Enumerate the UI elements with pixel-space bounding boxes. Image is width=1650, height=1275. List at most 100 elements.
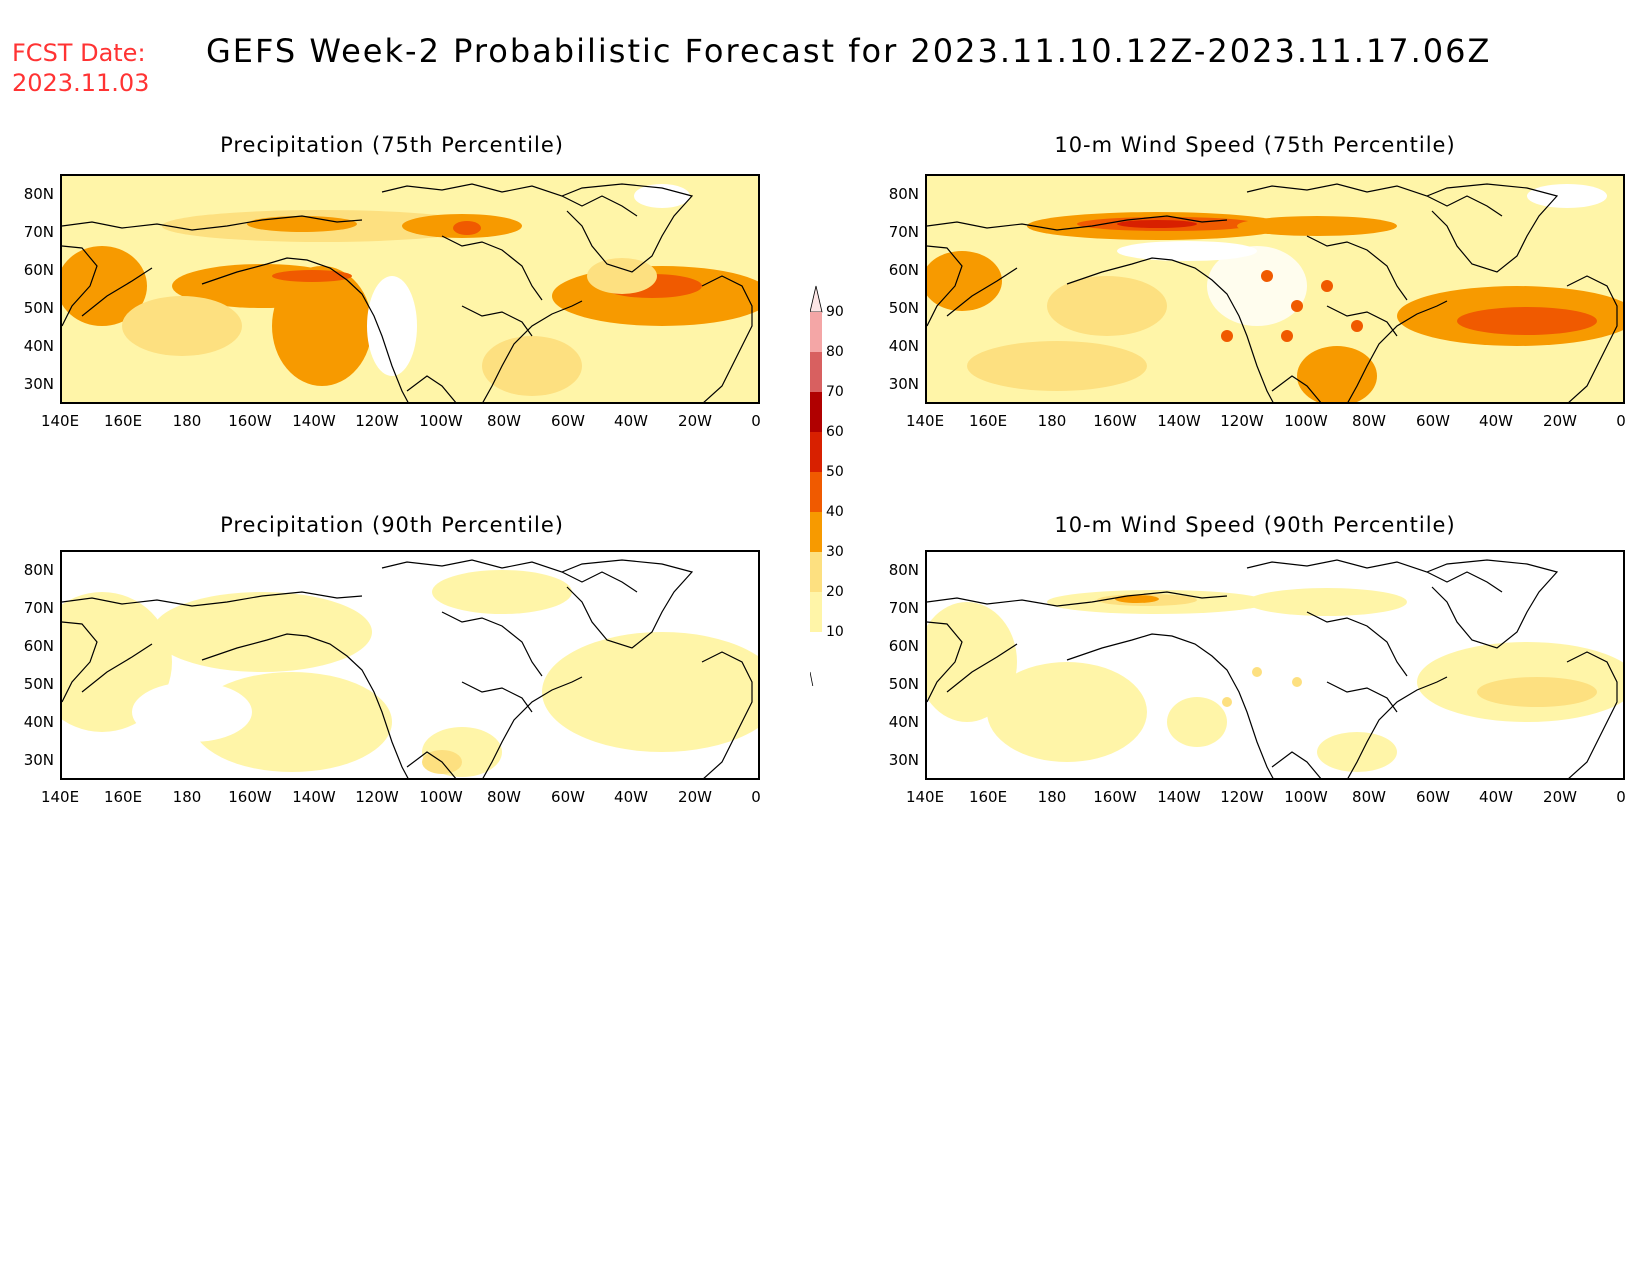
lon-label: 100W (419, 412, 463, 430)
colorbar-legend: 90 80 70 60 50 40 30 20 10 (810, 276, 870, 686)
lon-label: 160E (968, 412, 1008, 430)
lat-label: 80N (23, 561, 54, 579)
lat-label: 50N (888, 675, 919, 693)
lat-label: 50N (23, 299, 54, 317)
panel-title-precip-90: Precipitation (90th Percentile) (220, 513, 564, 537)
colorbar-label: 10 (826, 624, 844, 640)
lon-label: 80W (1352, 788, 1386, 806)
lon-label: 100W (419, 788, 463, 806)
colorbar-swatch (810, 552, 822, 592)
lon-label: 140E (905, 788, 945, 806)
colorbar-swatch (810, 312, 822, 352)
lon-label: 40W (614, 788, 648, 806)
lon-label: 20W (1543, 788, 1577, 806)
lon-label: 0 (751, 412, 761, 430)
lon-label: 40W (1479, 412, 1513, 430)
lon-label: 80W (487, 788, 521, 806)
lon-label: 80W (1352, 412, 1386, 430)
panel-title-precip-75: Precipitation (75th Percentile) (220, 133, 564, 157)
colorbar-swatch (810, 592, 822, 632)
colorbar-label: 90 (826, 304, 844, 320)
lon-label: 160W (228, 412, 272, 430)
lat-label: 30N (888, 751, 919, 769)
lon-label: 160E (103, 412, 143, 430)
lat-label: 70N (23, 599, 54, 617)
lon-label: 40W (614, 412, 648, 430)
forecast-date-label: FCST Date: (12, 39, 146, 67)
page-title: GEFS Week-2 Probabilistic Forecast for 2… (206, 32, 1492, 70)
colorbar-label: 60 (826, 424, 844, 440)
panel-title-wind-90: 10-m Wind Speed (90th Percentile) (1054, 513, 1456, 537)
lon-label: 140W (1157, 788, 1201, 806)
lon-label: 60W (551, 412, 585, 430)
colorbar-label: 20 (826, 584, 844, 600)
lon-label: 140E (40, 788, 80, 806)
colorbar-swatch (810, 432, 822, 472)
colorbar-swatch (810, 472, 822, 512)
lon-label: 20W (1543, 412, 1577, 430)
lon-label: 180 (1037, 412, 1067, 430)
lat-label: 70N (23, 223, 54, 241)
lon-label: 180 (1037, 788, 1067, 806)
lon-label: 120W (1220, 788, 1264, 806)
lon-label: 120W (355, 788, 399, 806)
lat-label: 40N (888, 337, 919, 355)
lon-label: 160W (1093, 788, 1137, 806)
lon-label: 140E (905, 412, 945, 430)
lon-label: 80W (487, 412, 521, 430)
lon-label: 0 (1616, 412, 1626, 430)
lon-label: 120W (1220, 412, 1264, 430)
lat-label: 60N (888, 261, 919, 279)
lon-label: 140W (292, 788, 336, 806)
lon-label: 120W (355, 412, 399, 430)
colorbar-swatch (810, 392, 822, 432)
colorbar-label: 70 (826, 384, 844, 400)
lat-label: 50N (23, 675, 54, 693)
colorbar-swatch (810, 632, 822, 672)
map-wind-75 (925, 174, 1625, 404)
lat-label: 40N (888, 713, 919, 731)
lon-label: 160E (103, 788, 143, 806)
lon-label: 100W (1284, 788, 1328, 806)
map-wind-90 (925, 550, 1625, 780)
lat-label: 80N (23, 185, 54, 203)
lon-label: 60W (1416, 412, 1450, 430)
lon-label: 140W (1157, 412, 1201, 430)
lat-label: 80N (888, 561, 919, 579)
lat-label: 60N (23, 637, 54, 655)
lon-label: 160E (968, 788, 1008, 806)
lat-label: 70N (888, 223, 919, 241)
lat-label: 30N (888, 375, 919, 393)
colorbar-swatches (810, 285, 823, 686)
lat-label: 40N (23, 713, 54, 731)
colorbar-label: 30 (826, 544, 844, 560)
forecast-date-value: 2023.11.03 (12, 69, 150, 97)
lon-label: 40W (1479, 788, 1513, 806)
lat-label: 40N (23, 337, 54, 355)
colorbar-label: 40 (826, 504, 844, 520)
lon-label: 60W (551, 788, 585, 806)
lon-label: 100W (1284, 412, 1328, 430)
lat-label: 70N (888, 599, 919, 617)
lat-label: 30N (23, 751, 54, 769)
lon-label: 140E (40, 412, 80, 430)
lon-label: 140W (292, 412, 336, 430)
panel-title-wind-75: 10-m Wind Speed (75th Percentile) (1054, 133, 1456, 157)
colorbar-label: 50 (826, 464, 844, 480)
lon-label: 180 (172, 788, 202, 806)
lon-label: 160W (1093, 412, 1137, 430)
lon-label: 20W (678, 788, 712, 806)
lat-label: 50N (888, 299, 919, 317)
colorbar-swatch (810, 352, 822, 392)
lon-label: 0 (751, 788, 761, 806)
lon-label: 20W (678, 412, 712, 430)
lon-label: 160W (228, 788, 272, 806)
forecast-date-block: FCST Date: 2023.11.03 (12, 38, 149, 98)
colorbar-label: 80 (826, 344, 844, 360)
lat-label: 30N (23, 375, 54, 393)
colorbar-swatch (810, 512, 822, 552)
lon-label: 180 (172, 412, 202, 430)
lon-label: 60W (1416, 788, 1450, 806)
lat-label: 60N (888, 637, 919, 655)
lat-label: 60N (23, 261, 54, 279)
